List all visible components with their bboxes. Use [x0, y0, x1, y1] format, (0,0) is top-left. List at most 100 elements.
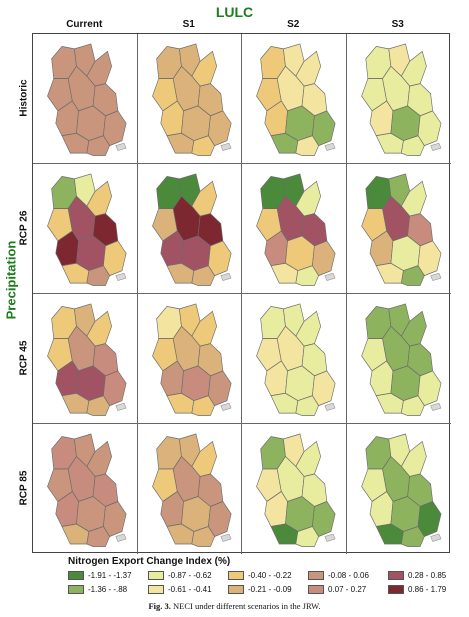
watershed-map	[256, 43, 336, 156]
watershed-map	[151, 303, 231, 416]
watershed-map	[360, 303, 441, 416]
legend-label: -0.61 - -0.41	[168, 585, 212, 594]
sub-basin	[417, 370, 441, 407]
legend-item: 0.07 - 0.27	[308, 584, 366, 595]
legend-item: -1.36 - -.88	[68, 584, 127, 595]
watershed-map	[151, 173, 231, 286]
reservoir-mark	[429, 402, 441, 411]
legend-swatch	[308, 571, 324, 580]
row-label-text: RCP 45	[18, 340, 30, 376]
sub-basin	[312, 501, 336, 537]
reservoir-mark	[324, 533, 336, 542]
reservoir-mark	[219, 402, 231, 411]
map-rcp85-current	[33, 424, 138, 554]
sub-basin	[400, 135, 425, 156]
legend-swatch	[148, 571, 164, 580]
map-rcp26-s3	[346, 164, 451, 294]
reservoir-mark	[429, 533, 441, 542]
map-historic-current	[33, 34, 138, 164]
legend-label: -0.40 - -0.22	[248, 571, 292, 580]
lulc-title: LULC	[215, 4, 254, 20]
watershed-map	[151, 43, 231, 156]
legend-item: -0.61 - -0.41	[148, 584, 212, 595]
reservoir-mark	[115, 142, 127, 151]
sub-basin	[86, 526, 110, 547]
map-rcp85-s1	[138, 424, 242, 554]
sub-basin	[312, 370, 336, 407]
legend-item: -0.21 - -0.09	[228, 584, 292, 595]
column-headers: Current S1 S2 S3	[32, 19, 450, 33]
map-rcp45-s3	[346, 294, 451, 424]
legend-item: 0.28 - 0.85	[388, 570, 446, 581]
map-rcp85-s2	[242, 424, 347, 554]
column-header-current: Current	[66, 19, 103, 30]
legend-swatch	[388, 571, 404, 580]
legend-label: 0.07 - 0.27	[328, 585, 367, 594]
legend-swatch	[228, 571, 244, 580]
watershed-map	[47, 303, 127, 416]
row-label-rcp85: RCP 85	[16, 423, 32, 553]
sub-basin	[417, 501, 441, 537]
sub-basin	[400, 265, 425, 286]
legend-title: Nitrogen Export Change Index (%)	[68, 556, 231, 567]
sub-basin	[190, 265, 215, 286]
map-rcp26-s2	[242, 164, 347, 294]
legend-swatch	[68, 571, 84, 580]
legend-label: -1.91 - -1.37	[88, 571, 132, 580]
legend-item: -0.87 - -0.62	[148, 570, 212, 581]
sub-basin	[86, 135, 110, 156]
reservoir-mark	[115, 402, 127, 411]
sub-basin	[295, 395, 319, 416]
watershed-map	[360, 173, 441, 286]
legend-swatch	[308, 585, 324, 594]
reservoir-mark	[429, 142, 441, 151]
legend-item: -1.91 - -1.37	[68, 570, 132, 581]
sub-basin	[417, 240, 441, 277]
legend-item: 0.86 - 1.79	[388, 584, 446, 595]
sub-basin	[190, 526, 215, 547]
watershed-map	[256, 173, 336, 286]
sub-basin	[103, 370, 127, 407]
watershed-map	[151, 433, 231, 547]
watershed-map	[47, 43, 127, 156]
sub-basin	[400, 395, 425, 416]
row-label-historic: Historic	[16, 33, 32, 163]
legend-label: -0.08 - 0.06	[328, 571, 369, 580]
map-historic-s1	[137, 34, 242, 164]
legend-label: -1.36 - -.88	[88, 585, 128, 594]
sub-basin	[207, 370, 231, 407]
reservoir-mark	[324, 142, 336, 151]
sub-basin	[295, 135, 319, 156]
legend-label: 0.86 - 1.79	[408, 585, 447, 594]
map-rcp85-s3	[347, 424, 452, 554]
reservoir-mark	[324, 402, 336, 411]
map-rcp45-s1	[137, 294, 242, 424]
sub-basin	[190, 395, 215, 416]
sub-basin	[86, 265, 110, 286]
watershed-map	[256, 433, 336, 547]
watershed-map	[47, 173, 127, 286]
column-header-s3: S3	[391, 19, 404, 30]
legend: Nitrogen Export Change Index (%) -1.91 -…	[60, 556, 460, 604]
sub-basin	[86, 395, 110, 416]
row-label-text: RCP 85	[18, 470, 30, 506]
legend-swatch	[228, 585, 244, 594]
reservoir-mark	[219, 533, 231, 542]
legend-item: -0.40 - -0.22	[228, 570, 292, 581]
map-rcp45-s2	[242, 294, 347, 424]
legend-label: -0.87 - -0.62	[168, 571, 212, 580]
row-label-rcp26: RCP 26	[16, 163, 32, 293]
column-header-s2: S2	[287, 19, 300, 30]
sub-basin	[207, 240, 231, 277]
watershed-map	[360, 43, 441, 156]
reservoir-mark	[115, 533, 127, 542]
caption-text: NECI under different scenarios in the JR…	[173, 601, 321, 611]
column-header-s1: S1	[182, 19, 195, 30]
sub-basin	[400, 526, 425, 547]
sub-basin	[207, 110, 231, 147]
watershed-map	[256, 303, 336, 416]
map-rcp45-current	[33, 294, 138, 424]
watershed-map	[360, 433, 441, 547]
sub-basin	[295, 526, 319, 547]
legend-swatch	[388, 585, 404, 594]
